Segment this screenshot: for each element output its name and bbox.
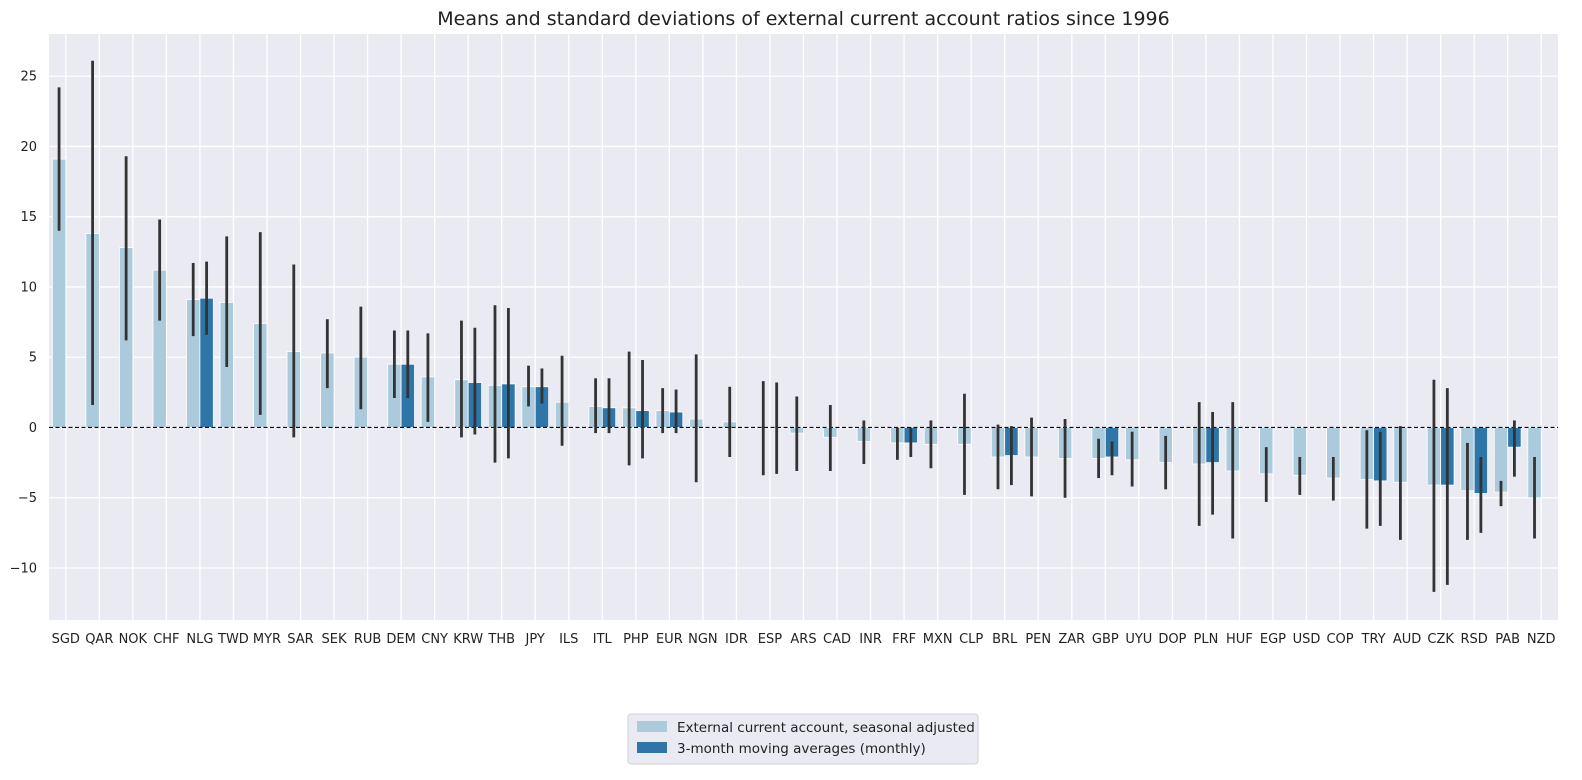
- x-tick-label-chf: CHF: [153, 632, 179, 647]
- x-tick-label-cad: CAD: [823, 632, 851, 647]
- legend-swatch-series-2: [637, 742, 667, 753]
- x-tick-label-dem: DEM: [386, 632, 415, 647]
- x-tick-label-ngn: NGN: [688, 632, 718, 647]
- x-tick-label-nok: NOK: [119, 632, 148, 647]
- x-tick-label-cny: CNY: [421, 632, 448, 647]
- x-tick-label-itl: ITL: [593, 632, 613, 647]
- error-bars: [57, 60, 1536, 592]
- x-tick-label-jpy: JPY: [525, 632, 545, 647]
- x-tick-label-aud: AUD: [1393, 632, 1421, 647]
- legend: External current account, seasonal adjus…: [627, 713, 979, 765]
- legend-swatch-series-1: [637, 721, 667, 732]
- y-tick-label: 20: [20, 140, 37, 155]
- x-tick-label-dop: DOP: [1158, 632, 1186, 647]
- x-tick-label-rub: RUB: [354, 632, 381, 647]
- x-tick-label-egp: EGP: [1260, 632, 1286, 647]
- x-axis-ticks: SGD QAR NOK CHF NLG TWD MYR SAR SEK RUB DEM CNY KRW T…: [52, 632, 1556, 647]
- x-tick-label-qar: QAR: [85, 632, 113, 647]
- y-tick-label: −5: [18, 491, 37, 506]
- x-tick-label-try: TRY: [1361, 632, 1386, 647]
- y-tick-label: 5: [29, 351, 37, 366]
- x-tick-label-huf: HUF: [1226, 632, 1253, 647]
- x-tick-label-php: PHP: [623, 632, 649, 647]
- x-tick-label-rsd: RSD: [1461, 632, 1488, 647]
- x-tick-label-zar: ZAR: [1058, 632, 1085, 647]
- x-tick-label-sek: SEK: [322, 632, 347, 647]
- x-tick-label-clp: CLP: [959, 632, 983, 647]
- x-tick-label-frf: FRF: [892, 632, 916, 647]
- x-tick-label-eur: EUR: [656, 632, 683, 647]
- x-tick-label-mxn: MXN: [923, 632, 953, 647]
- x-tick-label-pab: PAB: [1495, 632, 1520, 647]
- x-tick-label-sar: SAR: [287, 632, 313, 647]
- x-tick-label-thb: THB: [487, 632, 515, 647]
- x-tick-label-gbp: GBP: [1092, 632, 1119, 647]
- y-tick-label: −10: [10, 562, 37, 577]
- y-tick-label: 15: [20, 210, 37, 225]
- x-tick-label-pln: PLN: [1193, 632, 1218, 647]
- x-tick-label-esp: ESP: [758, 632, 782, 647]
- y-tick-label: 0: [29, 421, 37, 436]
- x-tick-label-inr: INR: [859, 632, 882, 647]
- x-tick-label-sgd: SGD: [52, 632, 80, 647]
- x-tick-label-ars: ARS: [790, 632, 816, 647]
- x-tick-label-pen: PEN: [1025, 632, 1051, 647]
- x-tick-label-ils: ILS: [559, 632, 578, 647]
- legend-label-series-1: External current account, seasonal adjus…: [677, 720, 975, 736]
- x-tick-label-uyu: UYU: [1125, 632, 1152, 647]
- x-tick-label-usd: USD: [1293, 632, 1321, 647]
- x-tick-label-brl: BRL: [992, 632, 1018, 647]
- legend-label-series-2: 3-month moving averages (monthly): [677, 741, 926, 757]
- x-tick-label-nzd: NZD: [1527, 632, 1556, 647]
- chart-title: Means and standard deviations of externa…: [437, 8, 1169, 30]
- y-tick-label: 25: [20, 70, 37, 85]
- x-tick-label-cop: COP: [1326, 632, 1353, 647]
- y-tick-label: 10: [20, 280, 37, 295]
- x-tick-label-nlg: NLG: [186, 632, 213, 647]
- x-tick-label-krw: KRW: [453, 632, 483, 647]
- x-tick-label-czk: CZK: [1427, 632, 1454, 647]
- x-tick-label-myr: MYR: [253, 632, 281, 647]
- legend-box: [627, 713, 979, 765]
- x-tick-label-idr: IDR: [725, 632, 748, 647]
- y-axis-ticks: −10 −5 0 5 10 15 20 25: [10, 70, 37, 577]
- x-tick-label-twd: TWD: [217, 632, 249, 647]
